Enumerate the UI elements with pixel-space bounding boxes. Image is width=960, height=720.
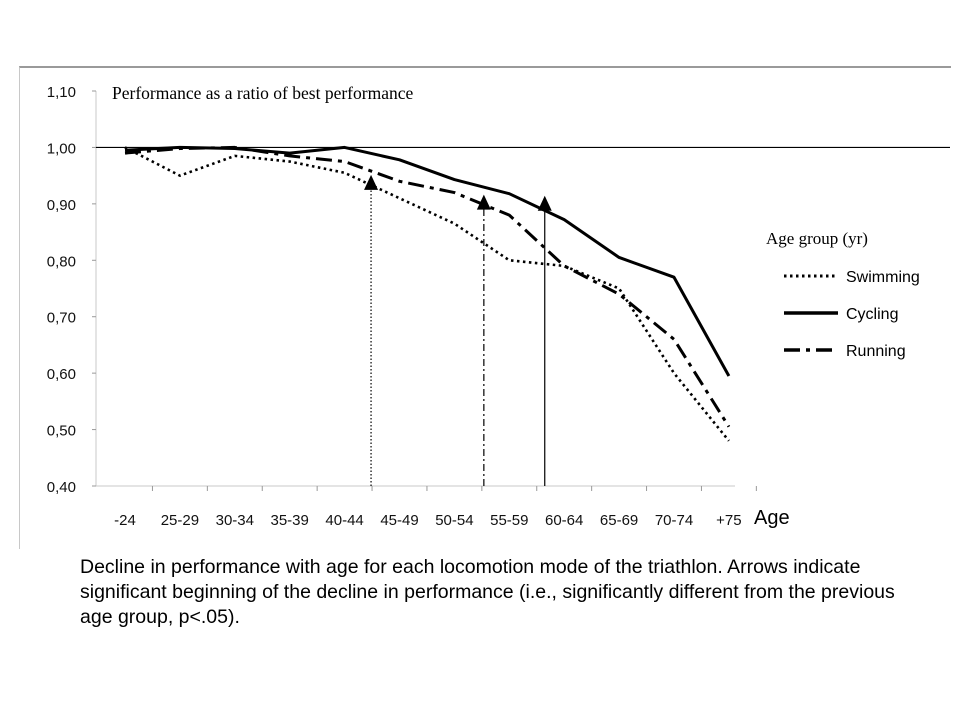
legend-title: Age group (yr) bbox=[766, 229, 868, 248]
x-tick-label: 45-49 bbox=[380, 512, 418, 529]
y-tick-label: 0,50 bbox=[47, 423, 76, 440]
x-tick-label: 50-54 bbox=[435, 512, 473, 529]
axes: 0,40 0,50 0,60 0,70 0,80 0,90 1,00 1,10 -24 25-29… bbox=[47, 84, 950, 529]
chart-frame: 0,40 0,50 0,60 0,70 0,80 0,90 1,00 1,10 -24 25-29… bbox=[19, 66, 951, 549]
x-tick-label: 25-29 bbox=[161, 512, 199, 529]
x-tick-label: 35-39 bbox=[271, 512, 309, 529]
x-axis-label: Age bbox=[754, 507, 790, 529]
x-tick-label: +75 bbox=[716, 512, 741, 529]
y-tick-label: 1,00 bbox=[47, 140, 76, 157]
legend-label-cycling: Cycling bbox=[846, 306, 898, 323]
series-line-running bbox=[124, 145, 731, 428]
legend-label-running: Running bbox=[846, 343, 906, 360]
y-tick-label: 0,90 bbox=[47, 197, 76, 214]
y-tick-label: 0,60 bbox=[47, 366, 76, 383]
chart-title: Performance as a ratio of best performan… bbox=[112, 83, 413, 103]
arrow-head-running bbox=[476, 194, 491, 210]
significance-arrows bbox=[364, 174, 552, 486]
x-tick-label: 40-44 bbox=[325, 512, 363, 529]
series-line-swimming bbox=[124, 146, 730, 442]
x-tick-label: 55-59 bbox=[490, 512, 528, 529]
y-tick-label: 1,10 bbox=[47, 84, 76, 101]
x-tick-label: 30-34 bbox=[216, 512, 254, 529]
y-tick-label: 0,70 bbox=[47, 310, 76, 327]
series-lines bbox=[124, 145, 731, 442]
x-tick-label: 60-64 bbox=[545, 512, 583, 529]
legend-label-swimming: Swimming bbox=[846, 269, 920, 286]
y-tick-label: 0,40 bbox=[47, 479, 76, 496]
x-tick-label: 65-69 bbox=[600, 512, 638, 529]
series-line-cycling bbox=[124, 145, 731, 377]
arrow-head-swimming bbox=[364, 174, 379, 190]
y-tick-label: 0,80 bbox=[47, 253, 76, 270]
line-chart: 0,40 0,50 0,60 0,70 0,80 0,90 1,00 1,10 -24 25-29… bbox=[47, 83, 950, 529]
arrow-head-cycling bbox=[537, 195, 552, 211]
figure-caption: Decline in performance with age for each… bbox=[80, 556, 895, 628]
legend: Age group (yr) Swimming Cycling Running bbox=[766, 229, 920, 360]
x-tick-label: 70-74 bbox=[655, 512, 693, 529]
x-tick-label: -24 bbox=[114, 512, 136, 529]
